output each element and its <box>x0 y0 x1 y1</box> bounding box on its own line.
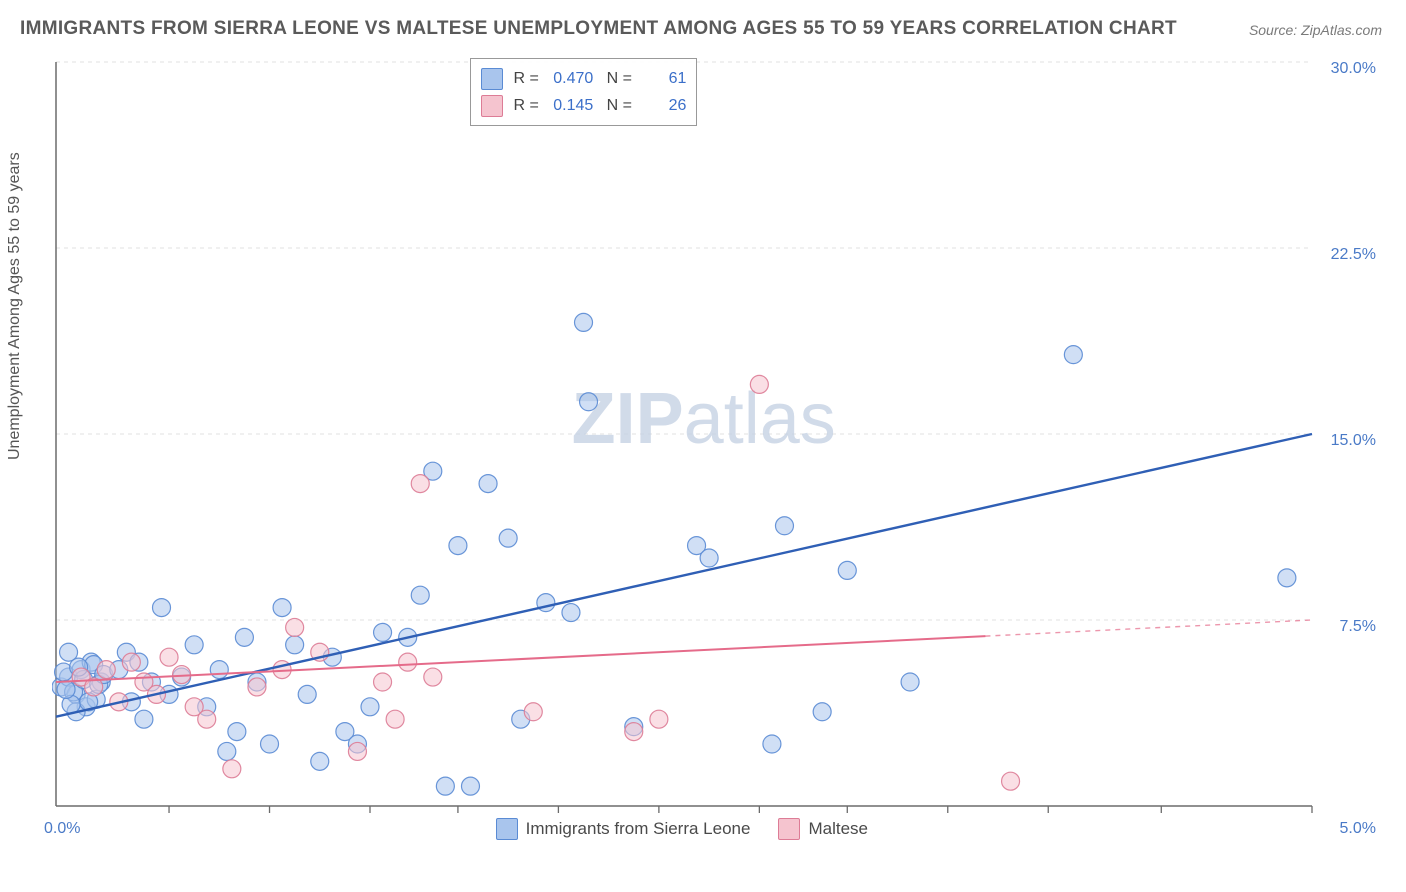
legend-stats: R = 0.145 N = 26 <box>513 92 686 119</box>
y-axis-label: Unemployment Among Ages 55 to 59 years <box>6 152 24 460</box>
legend-stats: R = 0.470 N = 61 <box>513 65 686 92</box>
scatter-plot: ZIPatlas 0.0%7.5%15.0%22.5%30.0%5.0% <box>52 56 1382 846</box>
source-label: Source: ZipAtlas.com <box>1249 22 1382 38</box>
y-tick-label: 0.0% <box>44 820 80 838</box>
chart-title: IMMIGRANTS FROM SIERRA LEONE VS MALTESE … <box>20 18 1177 40</box>
chart-svg: ZIPatlas <box>52 56 1382 846</box>
series-legend: Immigrants from Sierra Leone Maltese <box>496 818 868 840</box>
legend-row: R = 0.470 N = 61 <box>481 65 686 92</box>
legend-swatch <box>496 818 518 840</box>
y-tick-label: 30.0% <box>1331 60 1376 78</box>
legend-item: Immigrants from Sierra Leone <box>496 818 751 840</box>
legend-label: Maltese <box>808 819 868 839</box>
svg-text:ZIPatlas: ZIPatlas <box>572 379 836 459</box>
legend-swatch <box>481 68 503 90</box>
correlation-legend: R = 0.470 N = 61R = 0.145 N = 26 <box>470 58 697 126</box>
legend-item: Maltese <box>778 818 868 840</box>
y-tick-label: 7.5% <box>1340 618 1376 636</box>
legend-swatch <box>481 95 503 117</box>
legend-swatch <box>778 818 800 840</box>
legend-row: R = 0.145 N = 26 <box>481 92 686 119</box>
x-tick-label-right: 5.0% <box>1340 820 1376 838</box>
y-tick-label: 22.5% <box>1331 246 1376 264</box>
y-tick-label: 15.0% <box>1331 432 1376 450</box>
legend-label: Immigrants from Sierra Leone <box>526 819 751 839</box>
